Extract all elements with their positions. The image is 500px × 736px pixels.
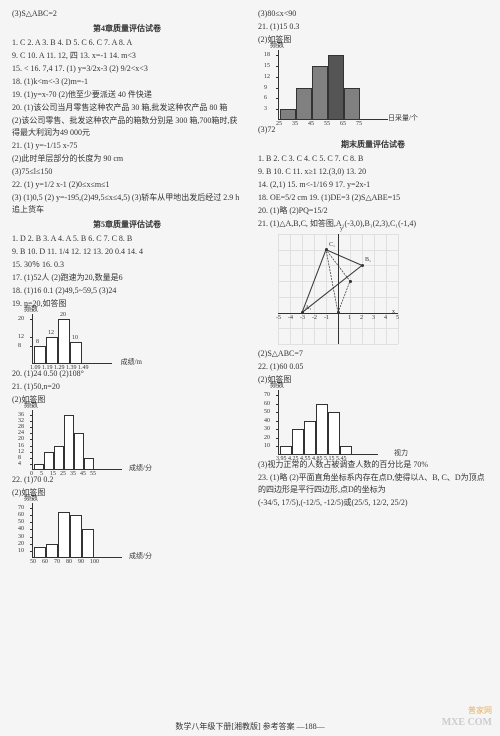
- text: (-34/5, 17/5),(-12/5, -12/5)或(25/5, 12/2…: [258, 497, 488, 509]
- right-column: (3)80≤x<90 21. (1)15 0.3 (2)如答图 频数日采量/个3…: [250, 8, 488, 562]
- text: 18. (1)k<m<-3 (2)m=-1: [12, 76, 242, 88]
- chapter-title: 第5章质量评估试卷: [12, 219, 242, 230]
- text: (2)如答图: [12, 394, 242, 406]
- text: 21. (1) y=-1/15 x-75: [12, 140, 242, 152]
- left-column: (3)S△ABC=2 第4章质量评估试卷 1. C 2. A 3. B 4. D…: [12, 8, 250, 562]
- text: (3)75≤l≤150: [12, 166, 242, 178]
- text: 22. (1)60 0.05: [258, 361, 488, 373]
- watermark: 普家网: [468, 705, 492, 716]
- text: 1. D 2. B 3. A 4. A 5. B 6. C 7. C 8. B: [12, 233, 242, 245]
- histogram-chart-5: 频数视力102030405060703.954.254.554.855.155.…: [278, 390, 378, 455]
- text: 9. B 10. C 11. x≥1 12.(3,0) 13. 20: [258, 166, 488, 178]
- text: 1. B 2. C 3. C 4. C 5. C 7. C 8. B: [258, 153, 488, 165]
- text: 23. (1)略 (2)平面直角坐标系内存在点D,使得以A、B, C、D为顶点的…: [258, 472, 488, 496]
- text: (3) (1)0,5 (2) y=-195,(2)49,5≤x≤4,5) (3)…: [12, 192, 242, 216]
- coordinate-plot: -5-4-3-2-112345A₁B₁C₁xy: [278, 234, 398, 344]
- text: 20. (1)该公司当月零售这种农产品 30 箱,批发这种农产品 80 箱: [12, 102, 242, 114]
- text: 21. (1)15 0.3: [258, 21, 488, 33]
- histogram-chart-1: 频数成绩/m8122010812201.091.191.291.391.49: [32, 314, 112, 364]
- chapter-title: 期末质量评估试卷: [258, 139, 488, 150]
- text: (2)该公司零售、批发这种农产品的箱数分别是 300 箱,700箱时,获得最大利…: [12, 115, 242, 139]
- text: (3)80≤x<90: [258, 8, 488, 20]
- text: 21. (1)△A,B,C, 如答图,A₁(-3,0),B₁(2,3),C₁(-…: [258, 218, 488, 230]
- text: 18. OE=5/2 cm 19. (1)DE=3 (2)S△ABE=15: [258, 192, 488, 204]
- chapter-title: 第4章质量评估试卷: [12, 23, 242, 34]
- page-footer: 数学八年级下册[湘教版] 参考答案 —188—: [0, 721, 500, 732]
- text: 18. (1)16 0.1 (2)49,5~59,5 (3)24: [12, 285, 242, 297]
- text: 22. (1) y=1/2 x-1 (2)0≤x≤m≤1: [12, 179, 242, 191]
- text: 9. B 10. D 11. 1/4 12. 12 13. 20 0.4 14.…: [12, 246, 242, 258]
- text: (2)如答图: [258, 374, 488, 386]
- text: (2)如答图: [258, 34, 488, 46]
- text: (2)此时单层部分的长度为 90 cm: [12, 153, 242, 165]
- text: 19. n=20,如答图: [12, 298, 242, 310]
- text: 20. (1)略 (2)PQ=15/2: [258, 205, 488, 217]
- text: 15. < 16. 7,4 17. (1) y=3/2x-3 (2) 9/2<x…: [12, 63, 242, 75]
- text: 15. 30％ 16. 0.3: [12, 259, 242, 271]
- text: 19. (1)y=x-70 (2)他至少要派送 40 件快递: [12, 89, 242, 101]
- watermark: MXE COM: [442, 717, 492, 728]
- text: 14. (2,1) 15. m<-1/16 9 17. y=2x-1: [258, 179, 488, 191]
- histogram-chart-3: 频数成绩/分102030405060705060708090100: [32, 503, 122, 558]
- histogram-chart-2: 频数成绩/分4812162024283236051525354555: [32, 410, 122, 470]
- text: 9. C 10. A 11. 12, 四 13. x=-1 14. m<3: [12, 50, 242, 62]
- text: 17. (1)52人 (2)跑速为20,数量是6: [12, 272, 242, 284]
- text: (2)如答图: [12, 487, 242, 499]
- text: 1. C 2. A 3. B 4. D 5. C 6. C 7. A 8. A: [12, 37, 242, 49]
- text: (3)S△ABC=2: [12, 8, 242, 20]
- histogram-chart-4: 频数日采量/个369121518253545556575: [278, 50, 388, 120]
- text: (2)S△ABC=7: [258, 348, 488, 360]
- text: 21. (1)50,n=20: [12, 381, 242, 393]
- text: 22. (1)70 0.2: [12, 474, 242, 486]
